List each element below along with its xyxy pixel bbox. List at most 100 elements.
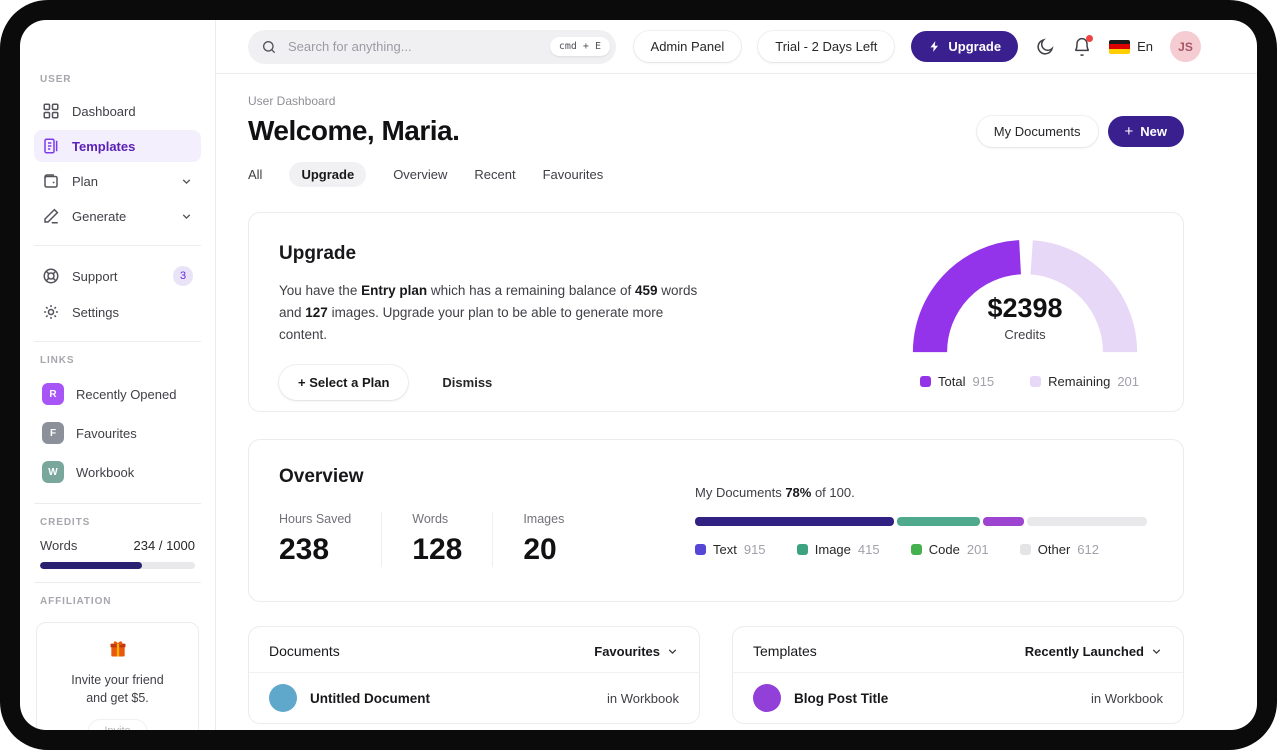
template-list-item[interactable]: Blog Post Title in Workbook xyxy=(733,673,1183,723)
upgrade-button[interactable]: Upgrade xyxy=(911,31,1019,62)
sidebar-link-favourites[interactable]: F Favourites xyxy=(34,415,201,451)
link-initial-badge: F xyxy=(42,422,64,444)
gauge-legend: Total 915 Remaining 201 xyxy=(911,374,1143,389)
stat-images: Images 20 xyxy=(523,512,565,566)
search-input[interactable] xyxy=(286,38,541,55)
sidebar-item-support[interactable]: Support 3 xyxy=(34,259,201,293)
upgrade-card-actions: + Select a Plan Dismiss xyxy=(279,364,699,400)
chevron-down-icon xyxy=(180,175,193,188)
admin-panel-button[interactable]: Admin Panel xyxy=(633,31,742,62)
gauge-center-text: $2398 Credits xyxy=(911,293,1139,342)
gauge-caption: Credits xyxy=(1004,327,1046,342)
templates-card: Templates Recently Launched Blog Post Ti… xyxy=(732,626,1184,724)
gauge-amount: $2398 xyxy=(987,293,1063,323)
links-section-label: LINKS xyxy=(40,355,75,366)
templates-filter-dropdown[interactable]: Recently Launched xyxy=(1025,644,1163,659)
credits-gauge: $2398 Credits Total 915 xyxy=(911,237,1143,389)
bar-segment-code xyxy=(983,517,1025,526)
legend-swatch xyxy=(1030,376,1042,387)
sidebar-link-label: Favourites xyxy=(76,425,137,441)
legend-swatch xyxy=(910,544,922,555)
chevron-down-icon xyxy=(1152,648,1161,654)
new-button[interactable]: + New xyxy=(1107,115,1184,147)
sidebar-item-label: Settings xyxy=(72,304,119,320)
topbar-actions: Admin Panel Trial - 2 Days Left Upgrade xyxy=(633,31,1201,62)
lifebuoy-icon xyxy=(42,267,60,285)
page-content: User Dashboard Welcome, Maria. My Docume… xyxy=(216,74,1257,730)
legend-item-text: Text 915 xyxy=(695,542,766,557)
stat-hours-saved: Hours Saved 238 xyxy=(279,512,383,567)
header-actions: My Documents + New xyxy=(976,115,1184,147)
stacked-progress-bar xyxy=(695,517,1147,526)
sidebar-divider xyxy=(34,582,201,583)
document-name: Untitled Document xyxy=(310,690,430,706)
search-icon xyxy=(261,39,277,55)
words-balance: 459 xyxy=(634,283,658,298)
tab-overview[interactable]: Overview xyxy=(393,167,448,182)
bar-segment-text xyxy=(695,517,894,526)
tab-upgrade[interactable]: Upgrade xyxy=(289,162,367,187)
sidebar-link-workbook[interactable]: W Workbook xyxy=(34,454,201,490)
sidebar-item-templates[interactable]: Templates xyxy=(34,130,201,162)
sidebar-item-label: Templates xyxy=(72,138,136,154)
bar-segment-image xyxy=(896,517,981,526)
tab-all[interactable]: All xyxy=(248,167,263,182)
documents-card-header: Documents Favourites xyxy=(249,627,699,673)
sidebar-link-recently-opened[interactable]: R Recently Opened xyxy=(34,376,201,412)
dismiss-button[interactable]: Dismiss xyxy=(436,374,498,391)
documents-card-title: Documents xyxy=(269,643,340,659)
document-location: in Workbook xyxy=(606,690,679,706)
language-selector[interactable]: En xyxy=(1109,39,1153,54)
template-name: Blog Post Title xyxy=(794,690,889,706)
progress-legend: Text 915 Image 415 Code 20 xyxy=(695,542,1147,557)
link-initial-badge: R xyxy=(42,383,64,405)
legend-item-image: Image 415 xyxy=(796,542,880,557)
affiliation-section-label: AFFILIATION xyxy=(40,596,112,607)
user-avatar[interactable]: JS xyxy=(1170,31,1201,62)
chevron-down-icon xyxy=(180,210,193,223)
sidebar-item-label: Dashboard xyxy=(72,103,136,119)
credits-section-label: CREDITS xyxy=(40,517,91,528)
tab-bar: All Upgrade Overview Recent Favourites xyxy=(248,162,1184,187)
my-documents-button[interactable]: My Documents xyxy=(976,115,1098,147)
legend-swatch xyxy=(796,544,808,555)
search-bar[interactable]: cmd + E xyxy=(248,29,616,64)
sidebar-item-label: Support xyxy=(72,268,118,284)
dashboard-grid-icon xyxy=(42,102,60,120)
legend-swatch xyxy=(920,376,931,387)
documents-filter-dropdown[interactable]: Favourites xyxy=(594,644,679,659)
sidebar-item-plan[interactable]: Plan xyxy=(34,165,201,197)
legend-item-remaining: Remaining 201 xyxy=(1030,374,1139,389)
document-list-item[interactable]: Untitled Document in Workbook xyxy=(249,673,699,723)
support-count-badge: 3 xyxy=(173,266,193,286)
sidebar-item-dashboard[interactable]: Dashboard xyxy=(34,95,201,127)
sidebar-divider xyxy=(34,503,201,504)
documents-progress: My Documents 78% of 100. Text xyxy=(695,466,1147,577)
notifications-bell-icon[interactable] xyxy=(1072,34,1094,57)
page-title: Welcome, Maria. xyxy=(248,115,460,146)
documents-card: Documents Favourites Untitled Document i… xyxy=(248,626,700,724)
breadcrumb: User Dashboard xyxy=(248,94,336,108)
document-avatar xyxy=(269,684,297,712)
select-plan-button[interactable]: + Select a Plan xyxy=(279,364,409,400)
legend-swatch xyxy=(695,544,706,555)
legend-item-other: Other 612 xyxy=(1019,542,1099,557)
invite-button[interactable]: Invite xyxy=(88,719,147,730)
sidebar-item-settings[interactable]: Settings xyxy=(34,296,201,328)
tab-recent[interactable]: Recent xyxy=(474,167,516,182)
plus-icon: + xyxy=(1124,122,1134,140)
sidebar-item-label: Plan xyxy=(72,173,99,189)
template-avatar xyxy=(753,684,781,712)
upgrade-description: You have the Entry plan which has a rema… xyxy=(279,283,698,342)
dark-mode-moon-icon[interactable] xyxy=(1035,37,1055,57)
tab-favourites[interactable]: Favourites xyxy=(542,167,604,182)
link-initial-badge: W xyxy=(42,461,64,483)
main-area: cmd + E Admin Panel Trial - 2 Days Left … xyxy=(216,20,1257,730)
sidebar: USER Dashboard Templates Plan xyxy=(20,20,216,730)
sidebar-item-generate[interactable]: Generate xyxy=(34,200,201,232)
pencil-icon xyxy=(42,207,60,225)
page-header: Welcome, Maria. My Documents + New xyxy=(248,115,1184,147)
legend-swatch xyxy=(1019,544,1031,555)
trial-status-button[interactable]: Trial - 2 Days Left xyxy=(758,31,895,62)
app-screen: USER Dashboard Templates Plan xyxy=(20,20,1257,730)
